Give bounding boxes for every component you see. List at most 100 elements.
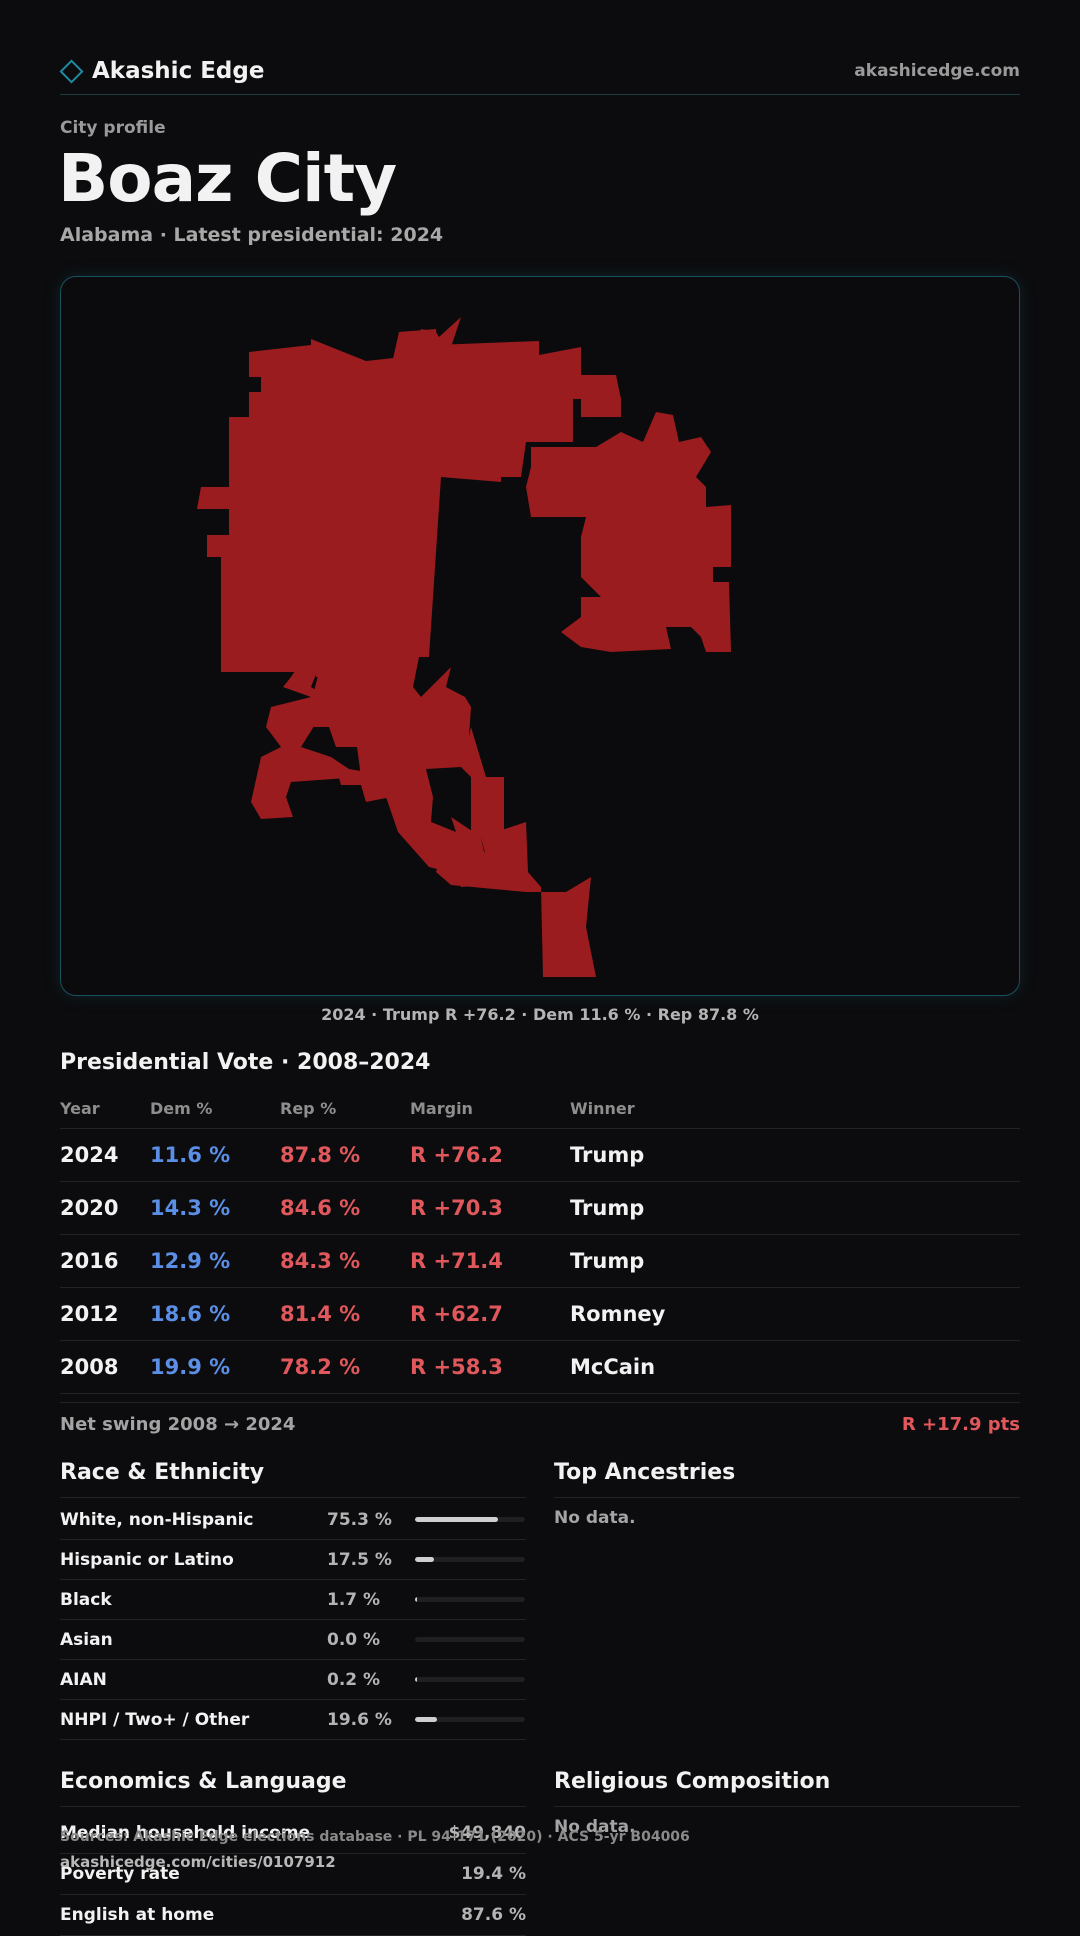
race-label: Black — [60, 1589, 112, 1610]
race-bar-fill — [415, 1677, 418, 1682]
religion-section-title: Religious Composition — [554, 1769, 831, 1794]
race-label: Hispanic or Latino — [60, 1549, 234, 1570]
city-boundary-map — [60, 276, 1020, 996]
race-row: Asian 0.0 % — [60, 1620, 526, 1660]
race-label: Asian — [60, 1629, 113, 1650]
page-subtitle: Alabama · Latest presidential: 2024 — [60, 224, 444, 246]
race-label: AIAN — [60, 1669, 107, 1690]
winner-cell: Trump — [570, 1249, 645, 1273]
race-label: NHPI / Two+ / Other — [60, 1709, 250, 1730]
brand-name: Akashic Edge — [92, 58, 265, 84]
race-bar — [415, 1517, 525, 1522]
table-row: 2008 19.9 % 78.2 % R +58.3 McCain — [60, 1341, 1020, 1394]
dem-cell: 11.6 % — [150, 1143, 231, 1167]
economics-label: Poverty rate — [60, 1864, 180, 1884]
economics-section-title: Economics & Language — [60, 1769, 347, 1794]
table-row: 2012 18.6 % 81.4 % R +62.7 Romney — [60, 1288, 1020, 1341]
year-cell: 2008 — [60, 1355, 119, 1379]
economics-row: Median household income $49,840 — [60, 1813, 526, 1854]
margin-cell: R +58.3 — [410, 1355, 503, 1379]
race-label: White, non-Hispanic — [60, 1509, 254, 1530]
race-value: 0.0 % — [327, 1629, 381, 1650]
vote-table: Year Dem % Rep % Margin Winner 2024 11.6… — [60, 1088, 1020, 1394]
race-value: 75.3 % — [327, 1509, 392, 1530]
col-margin: Margin — [410, 1098, 473, 1118]
race-bar — [415, 1717, 525, 1722]
year-cell: 2024 — [60, 1143, 119, 1167]
city-boundary-svg — [197, 317, 731, 977]
table-row: 2020 14.3 % 84.6 % R +70.3 Trump — [60, 1182, 1020, 1235]
net-swing-label: Net swing 2008 → 2024 — [60, 1414, 296, 1435]
race-row: Hispanic or Latino 17.5 % — [60, 1540, 526, 1580]
net-swing-value: R +17.9 pts — [901, 1414, 1020, 1435]
page-kicker: City profile — [60, 118, 166, 138]
col-rep: Rep % — [280, 1098, 337, 1118]
economics-label: Median household income — [60, 1823, 311, 1843]
race-bar — [415, 1597, 525, 1602]
winner-cell: Romney — [570, 1302, 666, 1326]
col-winner: Winner — [570, 1098, 635, 1118]
col-year: Year — [60, 1098, 100, 1118]
race-value: 19.6 % — [327, 1709, 392, 1730]
race-bar-fill — [415, 1557, 435, 1562]
race-bar — [415, 1677, 525, 1682]
table-row: 2016 12.9 % 84.3 % R +71.4 Trump — [60, 1235, 1020, 1288]
table-row: 2024 11.6 % 87.8 % R +76.2 Trump — [60, 1129, 1020, 1182]
dem-cell: 14.3 % — [150, 1196, 231, 1220]
brand[interactable]: Akashic Edge — [59, 58, 265, 84]
sources-text: Sources: Akashic Edge elections database… — [60, 1829, 690, 1845]
religion-empty: No data. — [554, 1817, 636, 1837]
year-cell: 2012 — [60, 1302, 119, 1326]
race-section-title: Race & Ethnicity — [60, 1460, 265, 1485]
rep-cell: 84.6 % — [280, 1196, 361, 1220]
margin-cell: R +76.2 — [410, 1143, 503, 1167]
economics-row: English at home 87.6 % — [60, 1895, 526, 1936]
margin-cell: R +62.7 — [410, 1302, 503, 1326]
vote-section-title: Presidential Vote · 2008–2024 — [60, 1050, 431, 1075]
margin-cell: R +70.3 — [410, 1196, 503, 1220]
divider — [554, 1497, 1020, 1498]
col-dem: Dem % — [150, 1098, 213, 1118]
page-footer: Sources: Akashic Edge elections database… — [60, 1825, 690, 1875]
dem-cell: 12.9 % — [150, 1249, 231, 1273]
race-row: Black 1.7 % — [60, 1580, 526, 1620]
page-url[interactable]: akashicedge.com/cities/0107912 — [60, 1853, 336, 1871]
margin-cell: R +71.4 — [410, 1249, 503, 1273]
rep-cell: 87.8 % — [280, 1143, 361, 1167]
economics-row: Poverty rate 19.4 % — [60, 1854, 526, 1895]
race-row: AIAN 0.2 % — [60, 1660, 526, 1700]
dem-cell: 19.9 % — [150, 1355, 231, 1379]
ancestries-empty: No data. — [554, 1508, 636, 1528]
race-bar-fill — [415, 1517, 498, 1522]
diamond-logo-icon — [59, 58, 84, 84]
economics-value: 19.4 % — [461, 1864, 526, 1884]
race-value: 0.2 % — [327, 1669, 381, 1690]
race-row: White, non-Hispanic 75.3 % — [60, 1500, 526, 1540]
rep-cell: 84.3 % — [280, 1249, 361, 1273]
race-value: 17.5 % — [327, 1549, 392, 1570]
winner-cell: McCain — [570, 1355, 656, 1379]
race-row: NHPI / Two+ / Other 19.6 % — [60, 1700, 526, 1740]
race-bar — [415, 1637, 525, 1642]
divider — [554, 1806, 1020, 1807]
ancestries-section-title: Top Ancestries — [554, 1460, 736, 1485]
winner-cell: Trump — [570, 1143, 645, 1167]
economics-label: English at home — [60, 1905, 215, 1925]
vote-table-header: Year Dem % Rep % Margin Winner — [60, 1088, 1020, 1129]
race-bar-fill — [415, 1717, 437, 1722]
winner-cell: Trump — [570, 1196, 645, 1220]
page-title: Boaz City — [58, 140, 397, 217]
rep-cell: 81.4 % — [280, 1302, 361, 1326]
economics-value: 87.6 % — [461, 1905, 526, 1925]
economics-value: $49,840 — [448, 1823, 526, 1843]
site-link[interactable]: akashicedge.com — [854, 61, 1020, 81]
net-swing: Net swing 2008 → 2024 R +17.9 pts — [60, 1402, 1020, 1435]
race-bar-fill — [415, 1597, 418, 1602]
dem-cell: 18.6 % — [150, 1302, 231, 1326]
race-bar — [415, 1557, 525, 1562]
divider — [60, 1806, 526, 1807]
city-boundary-shape — [197, 317, 731, 977]
site-header: Akashic Edge akashicedge.com — [59, 48, 1020, 95]
map-caption: 2024 · Trump R +76.2 · Dem 11.6 % · Rep … — [321, 1005, 759, 1024]
year-cell: 2016 — [60, 1249, 119, 1273]
